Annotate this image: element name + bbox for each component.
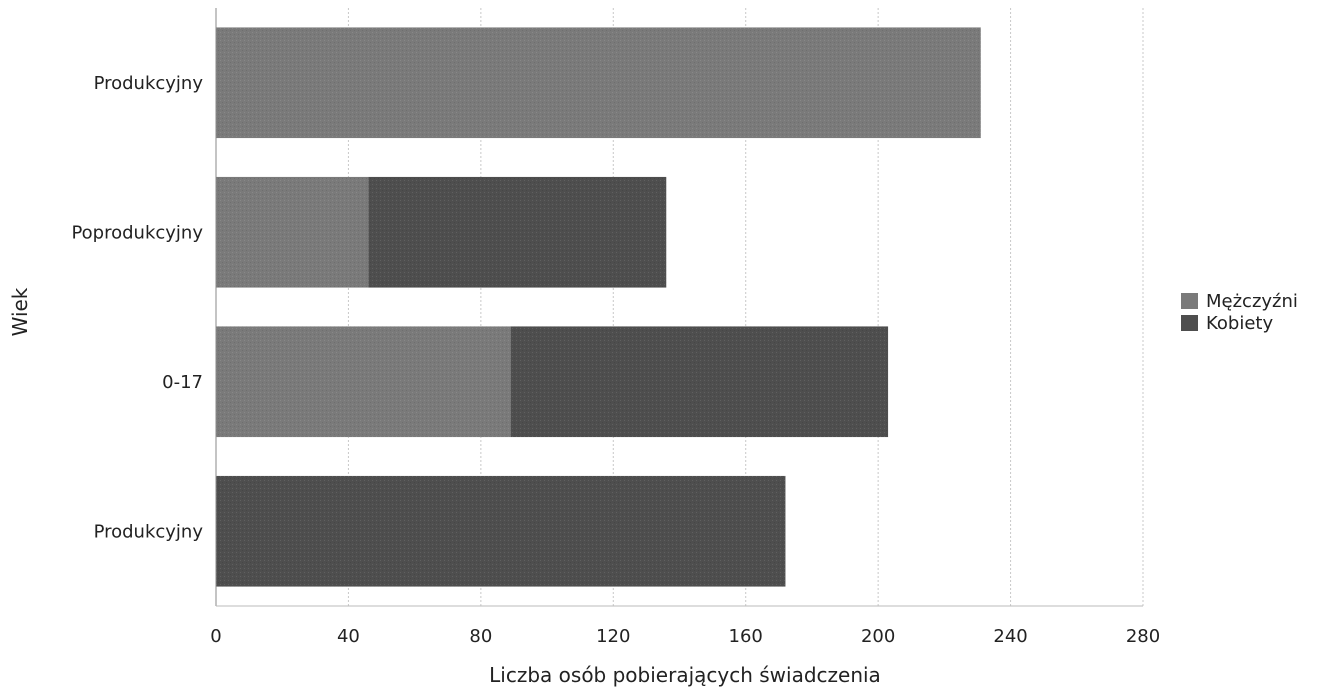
bars [216, 27, 981, 587]
bar-texture [510, 326, 889, 438]
x-tick-label: 200 [861, 626, 895, 647]
bar-texture [216, 176, 369, 288]
category-labels: Produkcyjny Poprodukcyjny 0-17 Produkcyjny [71, 73, 203, 543]
bar-texture [216, 326, 511, 438]
category-label: 0-17 [162, 372, 203, 393]
x-axis-title: Liczba osób pobierających świadczenia [489, 663, 881, 687]
x-tick-label: 240 [993, 626, 1027, 647]
x-tick-label: 120 [596, 626, 630, 647]
bar-texture [216, 27, 981, 139]
category-label: Produkcyjny [94, 73, 204, 94]
x-tick-label: 80 [469, 626, 492, 647]
legend-label: Mężczyźni [1206, 291, 1298, 312]
x-tick-label: 0 [210, 626, 221, 647]
legend-label: Kobiety [1206, 313, 1273, 334]
x-axis: 0 40 80 120 160 200 240 280 [210, 8, 1160, 647]
x-tick-label: 160 [729, 626, 763, 647]
bar-texture [216, 475, 786, 587]
y-axis-title: Wiek [8, 287, 32, 336]
category-label: Poprodukcyjny [71, 222, 203, 243]
legend-swatch [1181, 293, 1198, 309]
bar-texture [368, 176, 667, 288]
x-tick-label: 40 [337, 626, 360, 647]
x-tick-label: 280 [1126, 626, 1160, 647]
category-label: Produkcyjny [94, 521, 204, 542]
legend-swatch [1181, 315, 1198, 331]
